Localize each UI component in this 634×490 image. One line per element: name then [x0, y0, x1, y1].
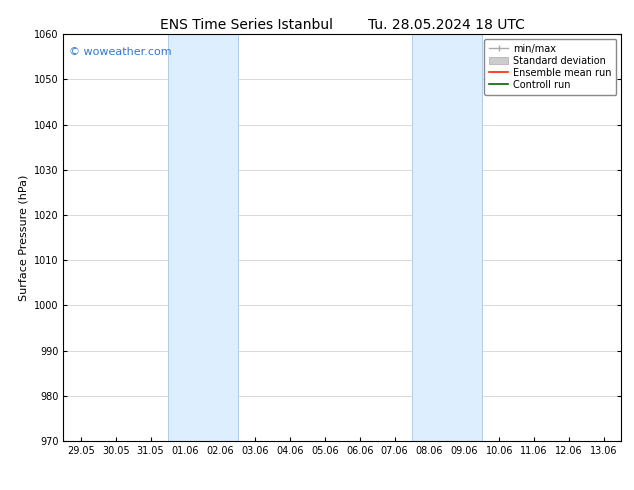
Text: © woweather.com: © woweather.com — [69, 47, 172, 56]
Title: ENS Time Series Istanbul        Tu. 28.05.2024 18 UTC: ENS Time Series Istanbul Tu. 28.05.2024 … — [160, 18, 525, 32]
Y-axis label: Surface Pressure (hPa): Surface Pressure (hPa) — [18, 174, 29, 301]
Legend: min/max, Standard deviation, Ensemble mean run, Controll run: min/max, Standard deviation, Ensemble me… — [484, 39, 616, 95]
Bar — [168, 34, 238, 441]
Bar — [412, 34, 482, 441]
